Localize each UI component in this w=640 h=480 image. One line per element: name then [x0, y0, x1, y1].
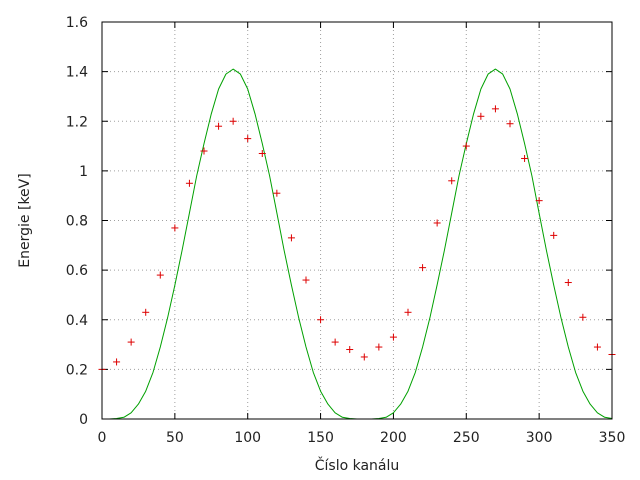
data-point [404, 308, 412, 316]
y-axis-label: Energie [keV] [17, 173, 33, 267]
y-tick-label: 1.4 [66, 65, 88, 81]
data-point [477, 112, 485, 120]
data-point [448, 177, 456, 185]
x-tick-label: 0 [98, 430, 107, 446]
y-tick-label: 0.2 [66, 362, 88, 378]
data-point [593, 343, 601, 351]
y-tick-label: 0.6 [66, 263, 88, 279]
data-point [564, 279, 572, 287]
data-point [462, 142, 470, 150]
x-tick-label: 300 [526, 430, 553, 446]
x-tick-label: 350 [599, 430, 626, 446]
data-point [419, 264, 427, 272]
data-point [302, 276, 310, 284]
data-point [491, 105, 499, 113]
data-point [346, 346, 354, 354]
data-point [171, 224, 179, 232]
data-point [433, 219, 441, 227]
x-axis-label: Číslo kanálu [315, 456, 400, 474]
data-point [317, 316, 325, 324]
axis-ticks: 0 50 100 150 200 250 300 350 0 0.2 0.4 0.6 0.8 1 1.2 1.… [66, 15, 626, 446]
data-point [127, 338, 135, 346]
data-point [273, 189, 281, 197]
data-point [331, 338, 339, 346]
data-point [579, 313, 587, 321]
data-point [535, 197, 543, 205]
grid [102, 22, 612, 419]
y-tick-label: 1.2 [66, 114, 88, 130]
x-tick-label: 250 [453, 430, 480, 446]
data-point [113, 358, 121, 366]
y-tick-label: 0.4 [66, 313, 88, 329]
y-tick-label: 1.6 [66, 15, 88, 31]
x-tick-label: 50 [166, 430, 184, 446]
data-point [550, 231, 558, 239]
data-point [375, 343, 383, 351]
x-tick-label: 200 [380, 430, 407, 446]
data-point [521, 154, 529, 162]
data-point [142, 308, 150, 316]
data-point [156, 271, 164, 279]
y-tick-label: 0.8 [66, 214, 88, 230]
plot-frame [101, 21, 613, 420]
data-point [360, 353, 368, 361]
data-point [287, 234, 295, 242]
data-point [200, 147, 208, 155]
data-point [244, 135, 252, 143]
data-point [258, 150, 266, 158]
x-tick-label: 100 [234, 430, 261, 446]
data-point [185, 179, 193, 187]
y-tick-label: 0 [79, 412, 88, 428]
data-point [389, 333, 397, 341]
x-tick-label: 150 [307, 430, 334, 446]
data-point [215, 122, 223, 130]
data-point [506, 120, 514, 128]
data-point [229, 117, 237, 125]
y-tick-label: 1 [79, 164, 88, 180]
